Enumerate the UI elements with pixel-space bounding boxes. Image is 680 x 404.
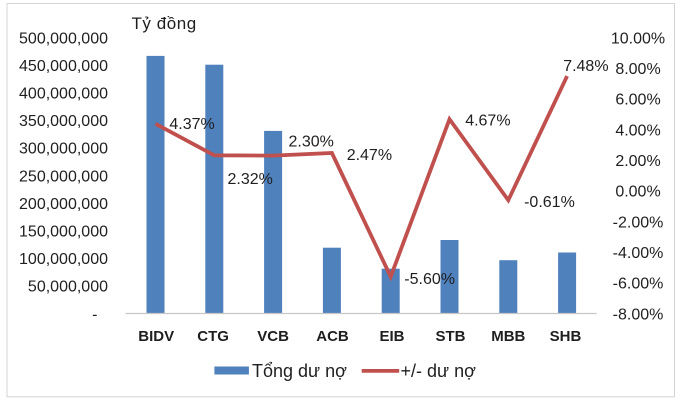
svg-text:10.00%: 10.00% <box>611 30 665 47</box>
svg-text:2.00%: 2.00% <box>615 153 660 170</box>
svg-text:+/- dư nợ: +/- dư nợ <box>401 361 477 381</box>
svg-text:MBB: MBB <box>491 328 525 345</box>
svg-text:-6.00%: -6.00% <box>613 276 664 293</box>
svg-text:2.47%: 2.47% <box>347 147 392 164</box>
svg-text:8.00%: 8.00% <box>615 61 660 78</box>
svg-text:0.00%: 0.00% <box>615 184 660 201</box>
svg-text:400,000,000: 400,000,000 <box>19 86 108 103</box>
svg-text:-5.60%: -5.60% <box>404 271 455 288</box>
svg-text:Tổng dư nợ: Tổng dư nợ <box>252 361 347 381</box>
svg-text:100,000,000: 100,000,000 <box>19 251 108 268</box>
svg-text:-2.00%: -2.00% <box>613 214 664 231</box>
svg-text:2.32%: 2.32% <box>228 171 273 188</box>
svg-text:4.00%: 4.00% <box>615 122 660 139</box>
svg-text:450,000,000: 450,000,000 <box>19 58 108 75</box>
svg-text:150,000,000: 150,000,000 <box>19 224 108 241</box>
svg-text:-8.00%: -8.00% <box>613 306 664 323</box>
svg-text:-0.61%: -0.61% <box>524 194 575 211</box>
svg-text:ACB: ACB <box>316 328 349 345</box>
svg-text:Tỷ đồng: Tỷ đồng <box>132 14 197 33</box>
svg-text:STB: STB <box>436 328 466 345</box>
svg-text:200,000,000: 200,000,000 <box>19 196 108 213</box>
svg-text:2.30%: 2.30% <box>289 133 334 150</box>
svg-text:300,000,000: 300,000,000 <box>19 141 108 158</box>
svg-text:500,000,000: 500,000,000 <box>19 30 108 47</box>
svg-text:VCB: VCB <box>257 328 289 345</box>
svg-text:4.67%: 4.67% <box>465 112 510 129</box>
svg-text:250,000,000: 250,000,000 <box>19 168 108 185</box>
svg-text:CTG: CTG <box>197 328 229 345</box>
svg-text:-: - <box>92 306 97 323</box>
svg-text:-4.00%: -4.00% <box>613 245 664 262</box>
svg-text:50,000,000: 50,000,000 <box>28 279 108 296</box>
svg-text:7.48%: 7.48% <box>563 58 608 75</box>
svg-text:EIB: EIB <box>379 328 404 345</box>
svg-text:BIDV: BIDV <box>138 328 174 345</box>
svg-text:4.37%: 4.37% <box>169 116 214 133</box>
svg-text:SHB: SHB <box>550 328 582 345</box>
svg-text:350,000,000: 350,000,000 <box>19 113 108 130</box>
svg-text:6.00%: 6.00% <box>615 92 660 109</box>
